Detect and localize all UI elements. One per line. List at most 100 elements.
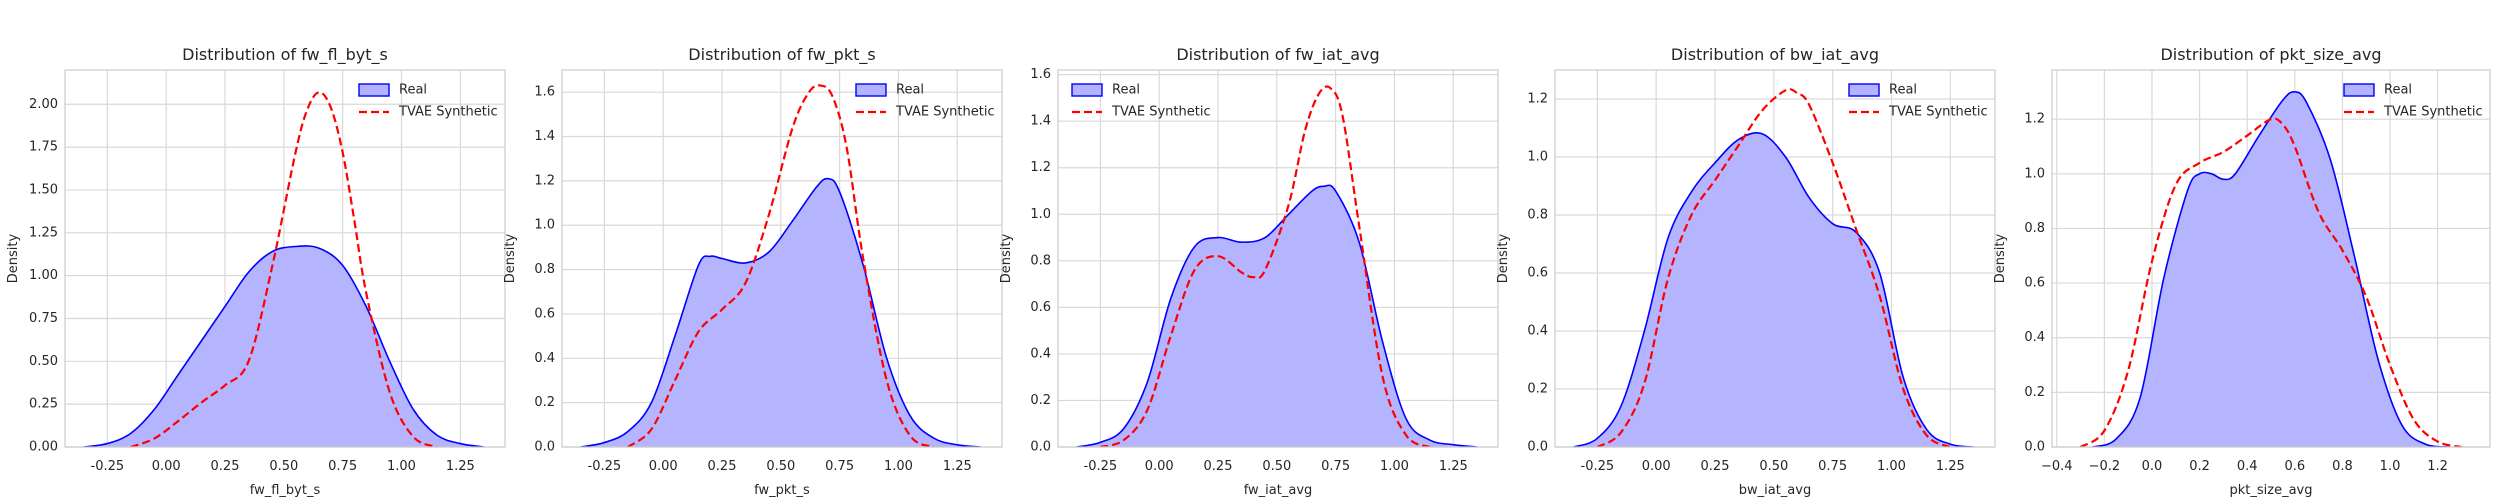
real-density-line [1076, 184, 1477, 447]
real-density-area [580, 178, 981, 447]
y-tick-label: 1.0 [1030, 207, 1051, 222]
real-density-line [83, 245, 484, 447]
y-axis-label: Density [503, 233, 518, 283]
y-tick-label: 0.2 [1030, 393, 1051, 408]
y-tick-label: 1.25 [29, 225, 58, 240]
legend-label-real: Real [896, 83, 924, 98]
y-tick-label: 1.75 [29, 140, 58, 155]
x-tick-label: 1.0 [2380, 459, 2401, 474]
x-axis-label: bw_iat_avg [1739, 483, 1811, 498]
x-tick-label: 0.00 [1145, 459, 1174, 474]
x-tick-label: 0.75 [1321, 459, 1350, 474]
legend-label-real: Real [399, 83, 427, 98]
plot-area [2079, 90, 2462, 447]
axes-frame [1057, 69, 1499, 448]
y-tick-label: 0.0 [1527, 440, 1548, 455]
x-tick-label: 1.25 [943, 459, 972, 474]
legend-swatch-real [2343, 83, 2375, 97]
y-tick-label: 0.6 [1527, 266, 1548, 281]
plot-area [1076, 85, 1477, 447]
x-tick-label: 0.0 [2142, 459, 2163, 474]
x-tick-label: -0.25 [1581, 459, 1615, 474]
x-tick-label: -0.25 [588, 459, 622, 474]
y-tick-label: 1.4 [1030, 114, 1051, 129]
real-density-line [1573, 132, 1974, 447]
x-tick-label: 0.25 [1701, 459, 1730, 474]
x-tick-label: 0.00 [1642, 459, 1671, 474]
y-tick-label: 1.6 [534, 85, 555, 100]
x-tick-label: 0.8 [2332, 459, 2353, 474]
axes-frame [561, 69, 1003, 448]
y-axis-label: Density [6, 233, 21, 283]
y-tick-label: 0.2 [534, 395, 555, 410]
y-tick-label: 1.6 [1030, 67, 1051, 82]
x-tick-label: 0.25 [211, 459, 240, 474]
legend-label-synthetic: TVAE Synthetic [1111, 105, 1211, 120]
y-tick-label: 1.4 [534, 129, 555, 144]
x-tick-label: 1.00 [1380, 459, 1409, 474]
y-tick-label: 0.6 [534, 306, 555, 321]
y-tick-label: 0.25 [29, 397, 58, 412]
subplot-4: -0.25 0.00 0.25 0.50 0.75 1.00 1.25 0.0 0.2 0.4 0.… [1496, 45, 1996, 498]
x-tick-label: 1.25 [1439, 459, 1468, 474]
x-tick-label: 0.50 [766, 459, 795, 474]
real-density-line [2092, 90, 2450, 447]
x-tick-label: 0.6 [2284, 459, 2305, 474]
y-tick-label: 1.2 [534, 173, 555, 188]
y-tick-label: 0.00 [29, 440, 58, 455]
legend-swatch-real [358, 83, 390, 97]
y-tick-label: 1.50 [29, 182, 58, 197]
x-tick-label: -0.25 [91, 459, 125, 474]
x-tick-label: 0.50 [1262, 459, 1291, 474]
legend-label-real: Real [1112, 83, 1140, 98]
x-axis-label: fw_pkt_s [754, 483, 810, 498]
subplot-3: -0.25 0.00 0.25 0.50 0.75 1.00 1.25 0.0 0.2 0.4 0.… [999, 45, 1499, 498]
y-tick-label: 1.2 [2024, 112, 2045, 127]
legend: Real TVAE Synthetic [2343, 83, 2483, 120]
x-tick-label: 0.50 [1759, 459, 1788, 474]
subplot-title: Distribution of fw_fl_byt_s [182, 45, 388, 65]
legend-label-real: Real [2384, 83, 2412, 98]
subplot-2: -0.25 0.00 0.25 0.50 0.75 1.00 1.25 0.0 0.2 0.4 0.… [503, 45, 1003, 498]
x-tick-label: 0.50 [269, 459, 298, 474]
legend-swatch-real [1848, 83, 1880, 97]
plot-area [580, 84, 981, 447]
legend-label-real: Real [1889, 83, 1917, 98]
y-tick-label: 0.4 [534, 351, 555, 366]
subplot-title: Distribution of fw_pkt_s [688, 45, 875, 65]
x-tick-label: 0.25 [1204, 459, 1233, 474]
x-tick-label: −0.4 [2041, 459, 2073, 474]
real-density-area [83, 245, 484, 447]
x-tick-label: -0.25 [1084, 459, 1118, 474]
real-density-line [580, 177, 981, 447]
legend: Real TVAE Synthetic [1848, 83, 1988, 120]
x-tick-label: 0.4 [2237, 459, 2258, 474]
y-tick-label: 0.8 [534, 262, 555, 277]
subplot-title: Distribution of fw_iat_avg [1176, 45, 1379, 65]
y-tick-label: 0.8 [1527, 208, 1548, 223]
x-axis-label: pkt_size_avg [2230, 483, 2313, 498]
real-density-area [2092, 91, 2450, 447]
subplot-title: Distribution of pkt_size_avg [2160, 45, 2381, 65]
subplot-5: −0.4 −0.2 0.0 0.2 0.4 0.6 0.8 1.0 1.2 0.0 0.2 0.4 0.… [1993, 45, 2491, 498]
y-tick-label: 0.0 [534, 440, 555, 455]
y-tick-label: 0.4 [2024, 330, 2045, 345]
legend-label-synthetic: TVAE Synthetic [2383, 105, 2483, 120]
plot-area [1573, 88, 1974, 447]
x-tick-label: 0.75 [825, 459, 854, 474]
y-axis-label: Density [1993, 233, 2008, 283]
x-tick-label: 1.2 [2427, 459, 2448, 474]
plot-area [83, 91, 484, 447]
y-tick-label: 2.00 [29, 97, 58, 112]
y-tick-label: 0.8 [2024, 221, 2045, 236]
legend-label-synthetic: TVAE Synthetic [895, 105, 995, 120]
y-tick-label: 0.2 [2024, 385, 2045, 400]
subplot-title: Distribution of bw_iat_avg [1671, 45, 1879, 65]
x-tick-label: 0.00 [649, 459, 678, 474]
legend-swatch-real [1071, 83, 1103, 97]
subplot-1: -0.25 0.00 0.25 0.50 0.75 1.00 1.25 0.00 0.25 0.5… [6, 45, 506, 498]
x-tick-label: 1.25 [446, 459, 475, 474]
y-tick-label: 0.0 [1030, 440, 1051, 455]
y-tick-label: 0.6 [2024, 276, 2045, 291]
